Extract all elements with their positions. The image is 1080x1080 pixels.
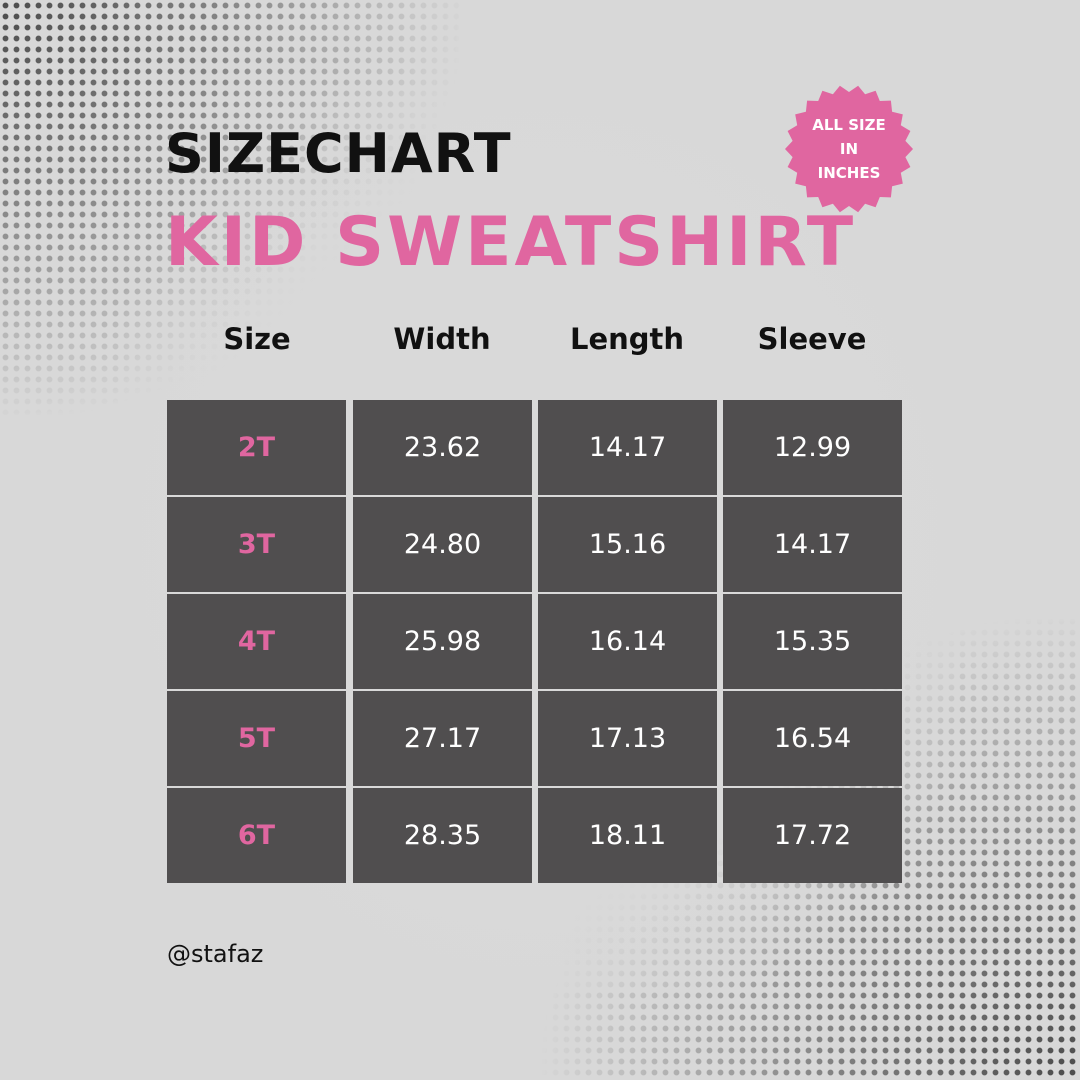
badge-line: ALL SIZE (812, 116, 886, 134)
header-sleeve: Sleeve (757, 322, 867, 356)
measurement-cell: 15.35 (723, 594, 902, 689)
title: SIZECHART (165, 122, 512, 185)
measurement-cell: 27.17 (353, 691, 532, 786)
header-length: Length (569, 322, 685, 356)
measurement-cell: 14.17 (538, 400, 717, 495)
measurement-cell: 16.54 (723, 691, 902, 786)
starburst-badge-icon (785, 85, 913, 213)
measurement-cell: 15.16 (538, 497, 717, 592)
measurement-cell: 24.80 (353, 497, 532, 592)
badge-line: IN (839, 140, 859, 158)
header-width: Width (393, 322, 491, 356)
measurement-cell: 16.14 (538, 594, 717, 689)
subtitle: KID SWEATSHIRT (165, 203, 857, 282)
badge-line: INCHES (817, 164, 881, 182)
size-cell: 5T (167, 691, 346, 786)
size-cell: 3T (167, 497, 346, 592)
size-cell: 6T (167, 788, 346, 883)
measurement-cell: 23.62 (353, 400, 532, 495)
size-cell: 2T (167, 400, 346, 495)
measurement-cell: 17.13 (538, 691, 717, 786)
social-handle: @stafaz (167, 940, 264, 968)
size-cell: 4T (167, 594, 346, 689)
measurement-cell: 18.11 (538, 788, 717, 883)
measurement-cell: 14.17 (723, 497, 902, 592)
measurement-cell: 12.99 (723, 400, 902, 495)
measurement-cell: 28.35 (353, 788, 532, 883)
measurement-cell: 25.98 (353, 594, 532, 689)
header-size: Size (223, 322, 291, 356)
units-badge: ALL SIZE IN INCHES (785, 85, 913, 213)
measurement-cell: 17.72 (723, 788, 902, 883)
